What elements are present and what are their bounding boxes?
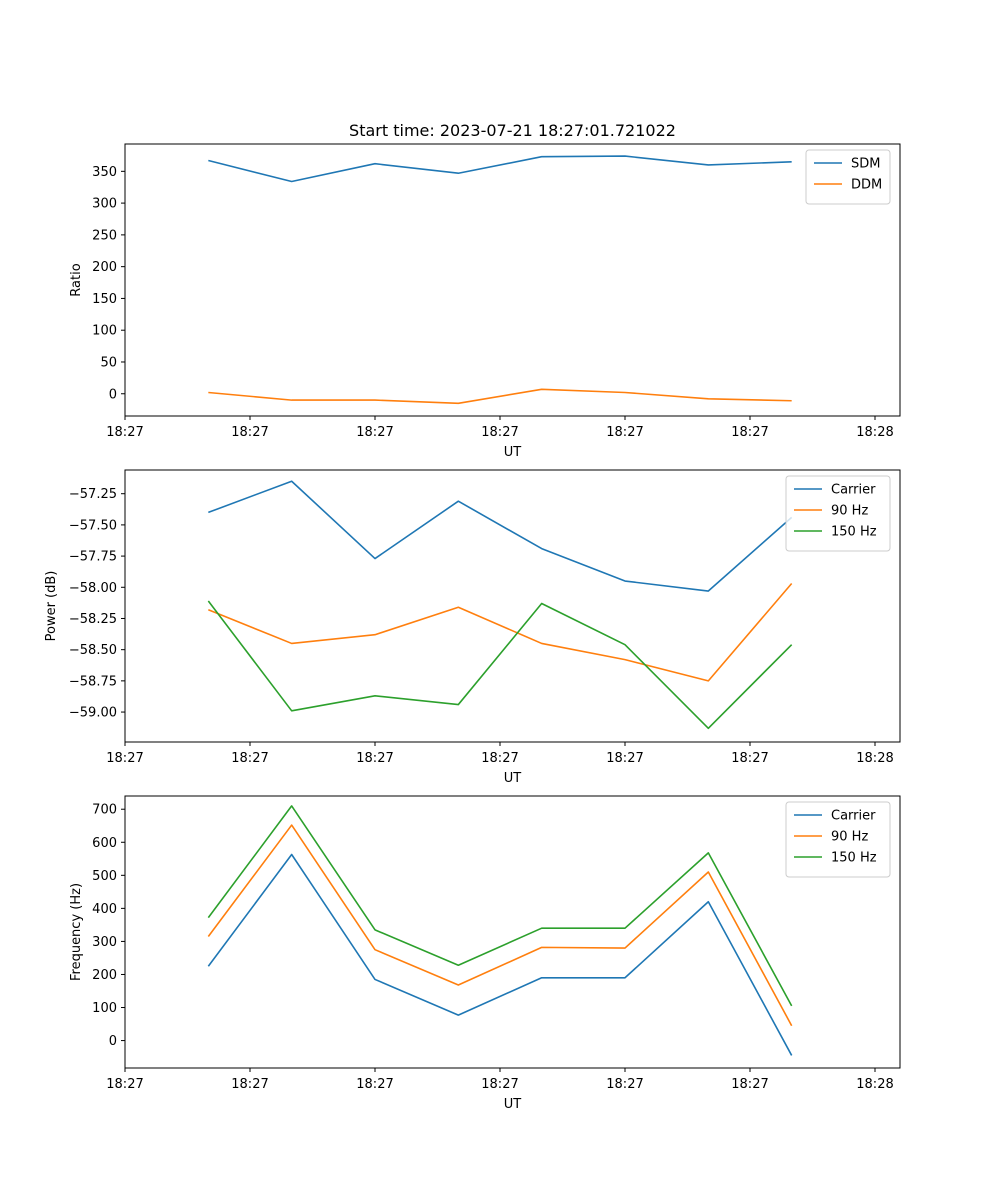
legend-label: 90 Hz	[831, 830, 868, 845]
y-tick-label: −57.50	[69, 518, 117, 533]
legend: SDM DDM	[805, 149, 891, 205]
x-tick-label: 18:27	[481, 751, 518, 766]
legend-label: Carrier	[831, 483, 876, 498]
axes-frame	[124, 795, 901, 1069]
power-panel: UT Power (dB) 18:27 18:27 18:27 18:27 18:27 1…	[44, 469, 901, 786]
y-tick-label: 100	[92, 324, 117, 339]
legend-box	[785, 475, 891, 552]
x-tick-label: 18:27	[356, 1077, 393, 1092]
x-tick-label: 18:27	[606, 425, 643, 440]
x-axis-label: UT	[504, 771, 522, 786]
legend-label: 150 Hz	[831, 525, 877, 540]
x-tick-label: 18:27	[481, 425, 518, 440]
y-tick-label: −58.00	[69, 581, 117, 596]
y-tick-label: −59.00	[69, 706, 117, 721]
axes-frame	[124, 143, 901, 417]
x-tick-label: 18:27	[731, 751, 768, 766]
legend-label: SDM	[851, 157, 880, 172]
y-tick-label: 0	[109, 1034, 117, 1049]
frequency-panel: UT Frequency (Hz) 18:27 18:27 18:27 18:27 18…	[69, 795, 901, 1112]
y-tick-label: −58.25	[69, 612, 117, 627]
x-tick-label: 18:27	[231, 425, 268, 440]
legend-label: 90 Hz	[831, 504, 868, 519]
y-tick-label: −57.25	[69, 487, 117, 502]
y-tick-label: 300	[92, 935, 117, 950]
y-tick-label: 200	[92, 968, 117, 983]
y-tick-label: 50	[100, 355, 117, 370]
y-axis-label: Ratio	[69, 263, 84, 296]
y-tick-label: −57.75	[69, 550, 117, 565]
y-tick-label: 200	[92, 260, 117, 275]
y-axis-label: Power (dB)	[44, 571, 59, 642]
y-tick-label: −58.75	[69, 674, 117, 689]
y-tick-label: 0	[109, 387, 117, 402]
y-axis-label: Frequency (Hz)	[69, 883, 84, 981]
series-line-carrier	[207, 853, 793, 1056]
x-tick-label: 18:27	[356, 425, 393, 440]
x-tick-label: 18:27	[356, 751, 393, 766]
series-line-90-hz	[207, 824, 793, 1027]
x-tick-label: 18:27	[606, 1077, 643, 1092]
y-tick-label: 400	[92, 902, 117, 917]
x-axis-label: UT	[504, 445, 522, 460]
y-tick-label: 700	[92, 803, 117, 818]
x-tick-label: 18:28	[856, 751, 893, 766]
legend-label: DDM	[851, 178, 882, 193]
legend-box	[785, 801, 891, 878]
x-tick-label: 18:27	[606, 751, 643, 766]
x-tick-label: 18:28	[856, 1077, 893, 1092]
series-line-ddm	[208, 388, 792, 405]
x-tick-label: 18:27	[481, 1077, 518, 1092]
series-lines	[208, 155, 792, 405]
x-tick-label: 18:27	[231, 1077, 268, 1092]
series-line-150-hz	[207, 805, 793, 1007]
series-line-90-hz	[208, 583, 793, 682]
legend-label: Carrier	[831, 809, 876, 824]
legend: Carrier 90 Hz 150 Hz	[785, 475, 891, 552]
x-tick-label: 18:27	[231, 751, 268, 766]
ratio-panel: Start time: 2023-07-21 18:27:01.721022 U…	[69, 121, 901, 460]
ticks: 18:27 18:27 18:27 18:27 18:27 18:27 18:28 −59.0…	[69, 487, 894, 766]
y-tick-label: 350	[92, 165, 117, 180]
y-tick-label: 100	[92, 1001, 117, 1016]
x-tick-label: 18:27	[106, 425, 143, 440]
y-tick-label: 600	[92, 836, 117, 851]
x-tick-label: 18:27	[106, 751, 143, 766]
axes-frame	[124, 469, 901, 743]
ticks: 18:27 18:27 18:27 18:27 18:27 18:27 18:28 0 100 2…	[92, 803, 894, 1092]
x-axis-label: UT	[504, 1097, 522, 1112]
series-line-sdm	[208, 155, 792, 183]
x-tick-label: 18:28	[856, 425, 893, 440]
y-tick-label: −58.50	[69, 643, 117, 658]
y-tick-label: 250	[92, 228, 117, 243]
y-tick-label: 150	[92, 292, 117, 307]
y-tick-label: 300	[92, 197, 117, 212]
series-lines	[207, 480, 793, 730]
ticks: 18:27 18:27 18:27 18:27 18:27 18:27 18:28 0 50 10…	[92, 165, 894, 440]
x-tick-label: 18:27	[731, 1077, 768, 1092]
legend: Carrier 90 Hz 150 Hz	[785, 801, 891, 878]
x-tick-label: 18:27	[731, 425, 768, 440]
chart-title: Start time: 2023-07-21 18:27:01.721022	[349, 121, 676, 140]
x-tick-label: 18:27	[106, 1077, 143, 1092]
legend-label: 150 Hz	[831, 851, 877, 866]
y-tick-label: 500	[92, 869, 117, 884]
series-line-carrier	[208, 480, 793, 592]
series-line-150-hz	[207, 600, 793, 730]
series-lines	[207, 805, 793, 1056]
